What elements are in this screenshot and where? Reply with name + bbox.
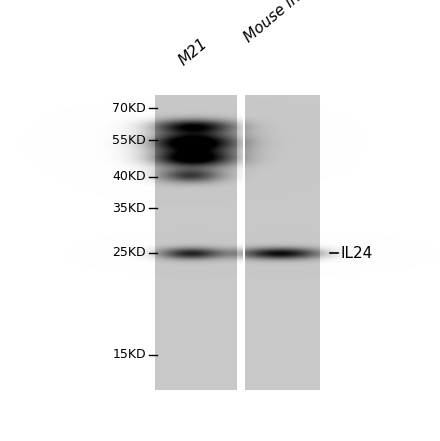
Text: 70KD: 70KD (112, 101, 146, 115)
Text: 25KD: 25KD (112, 247, 146, 259)
Text: M21: M21 (176, 36, 210, 68)
Text: 55KD: 55KD (112, 134, 146, 146)
Text: 35KD: 35KD (112, 202, 146, 214)
Text: 15KD: 15KD (112, 348, 146, 362)
Text: Mouse liver: Mouse liver (242, 0, 318, 45)
Text: 40KD: 40KD (112, 171, 146, 183)
Text: IL24: IL24 (340, 246, 372, 261)
